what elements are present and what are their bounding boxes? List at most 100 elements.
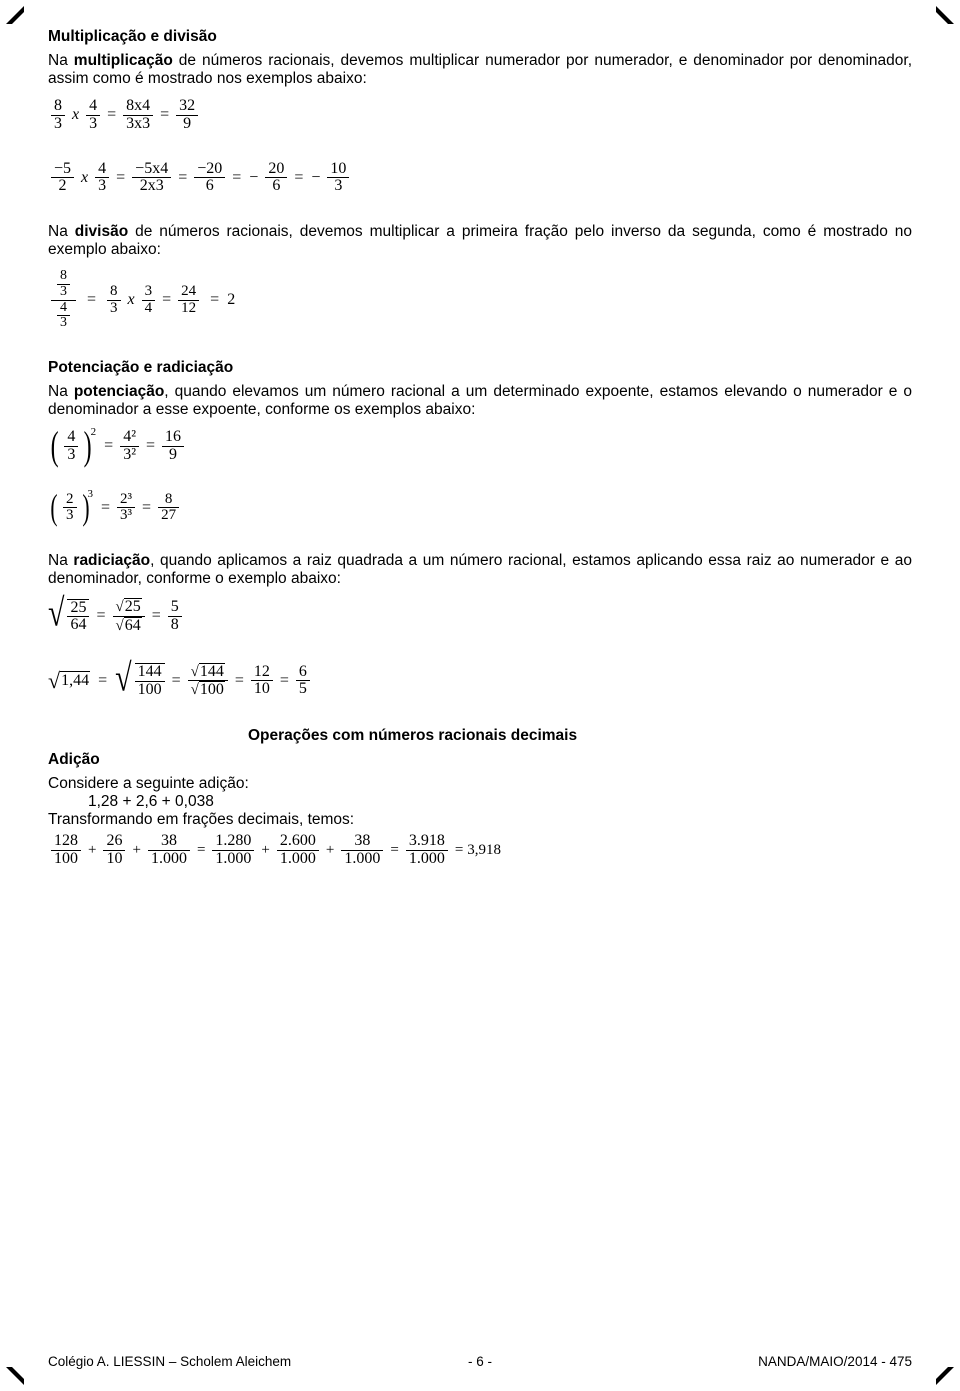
result: 3,918 — [467, 842, 501, 859]
numerator: 2 — [63, 492, 77, 508]
numerator: 8 — [158, 492, 179, 508]
bold-term: divisão — [75, 223, 128, 240]
sqrt-icon: √ — [115, 657, 131, 701]
denominator: 100 — [135, 681, 165, 699]
equals: = — [146, 437, 155, 455]
exponent: 3 — [88, 488, 94, 500]
minus: − — [311, 169, 320, 187]
operator: x — [128, 291, 135, 309]
denominator: 1.000 — [341, 850, 383, 868]
exponent: 2 — [91, 426, 97, 438]
equation-div: 83 43 = 83 x 34 = 2412 = 2 — [48, 269, 912, 331]
denominator: 9 — [162, 446, 184, 464]
denominator: 5 — [296, 680, 310, 698]
section-title-potenciacao: Potenciação e radiciação — [48, 359, 912, 377]
equals: = — [152, 607, 161, 625]
paragraph: Na radiciação, quando aplicamos a raiz q… — [48, 552, 912, 588]
numerator: 3 — [142, 284, 156, 300]
result: 2 — [227, 291, 235, 309]
denominator: 6 — [194, 177, 225, 195]
numerator: 12 — [251, 664, 273, 681]
plus: + — [88, 842, 96, 859]
denominator: 10 — [103, 850, 125, 868]
paragraph: Considere a seguinte adição: — [48, 775, 912, 793]
numerator: 4 — [95, 161, 109, 178]
numerator: 4 — [86, 98, 100, 115]
denominator: 3 — [57, 284, 70, 300]
text: , quando aplicamos a raiz quadrada a um … — [48, 552, 912, 587]
equation-mult-2: −52 x 43 = −5x42x3 = −206 = − 206 = − 10… — [48, 161, 912, 196]
numerator: 8 — [51, 98, 65, 115]
equals: = — [142, 499, 151, 517]
equals: = — [294, 169, 303, 187]
equals: = — [104, 437, 113, 455]
equals: = — [197, 842, 205, 859]
equation-mult-1: 83 x 43 = 8x43x3 = 329 — [48, 98, 912, 133]
numerator: 26 — [103, 833, 125, 850]
numerator: 2³ — [117, 492, 135, 508]
equation-decimal-sum: 128100 + 2610 + 381.000 = 1.2801.000 + 2… — [48, 833, 912, 868]
equals: = — [83, 291, 100, 309]
paragraph: Transformando em frações decimais, temos… — [48, 811, 912, 829]
denominator: 10 — [251, 680, 273, 698]
numerator: 16 — [162, 429, 184, 446]
numerator: 8 — [107, 284, 121, 300]
paragraph: Na multiplicação de números racionais, d… — [48, 52, 912, 88]
numerator: 144 — [135, 664, 165, 681]
equation-pow-2: ( 23 ) 3 = 2³3³ = 827 — [48, 492, 912, 525]
numerator: 4 — [64, 429, 78, 446]
bold-term: multiplicação — [74, 52, 173, 69]
denominator: 12 — [178, 300, 199, 317]
numerator: 25 — [67, 600, 89, 617]
denominator: 3 — [64, 446, 78, 464]
equals: = — [160, 106, 169, 124]
denominator: 3 — [63, 507, 77, 524]
numerator: 2.600 — [277, 833, 319, 850]
crop-mark-br — [936, 1367, 954, 1385]
numerator: −5 — [51, 161, 74, 178]
text: Na — [48, 383, 74, 400]
text: de números racionais, devemos multiplica… — [48, 52, 912, 87]
numerator: 24 — [178, 284, 199, 300]
denominator: 6 — [265, 177, 287, 195]
numerator: 38 — [341, 833, 383, 850]
denominator: 1.000 — [212, 850, 254, 868]
denominator: 4 — [142, 300, 156, 317]
equals: = — [178, 169, 187, 187]
equation-pow-1: ( 43 ) 2 = 4²3² = 169 — [48, 429, 912, 464]
text: Na — [48, 223, 75, 240]
equals: = — [96, 607, 105, 625]
radicand: 1,44 — [60, 671, 90, 690]
denominator: 64 — [124, 617, 142, 635]
denominator: 3 — [95, 177, 109, 195]
denominator: 3 — [107, 300, 121, 317]
equals: = — [162, 291, 171, 309]
paragraph: Na divisão de números racionais, devemos… — [48, 223, 912, 259]
crop-mark-tl — [6, 6, 24, 24]
denominator: 1.000 — [406, 850, 448, 868]
numerator: 10 — [327, 161, 349, 178]
text: Na — [48, 552, 73, 569]
denominator: 1.000 — [277, 850, 319, 868]
numerator: 5 — [168, 599, 182, 616]
equals: = — [116, 169, 125, 187]
equals: = — [455, 842, 463, 859]
numerator: 32 — [176, 98, 198, 115]
denominator: 9 — [176, 115, 198, 133]
numerator: −20 — [194, 161, 225, 178]
numerator: 3.918 — [406, 833, 448, 850]
minus: − — [249, 169, 258, 187]
denominator: 27 — [158, 507, 179, 524]
denominator: 2x3 — [132, 177, 171, 195]
text: , quando elevamos um número racional a u… — [48, 383, 912, 418]
paren: ( — [51, 430, 59, 462]
equals: = — [235, 672, 244, 690]
numerator: 25 — [124, 598, 142, 616]
text: Na — [48, 52, 74, 69]
paragraph: Na potenciação, quando elevamos um númer… — [48, 383, 912, 419]
paren: ( — [50, 493, 57, 522]
numerator: 128 — [51, 833, 81, 850]
denominator: 1.000 — [148, 850, 190, 868]
equals: = — [206, 291, 223, 309]
bold-term: radiciação — [73, 552, 150, 569]
